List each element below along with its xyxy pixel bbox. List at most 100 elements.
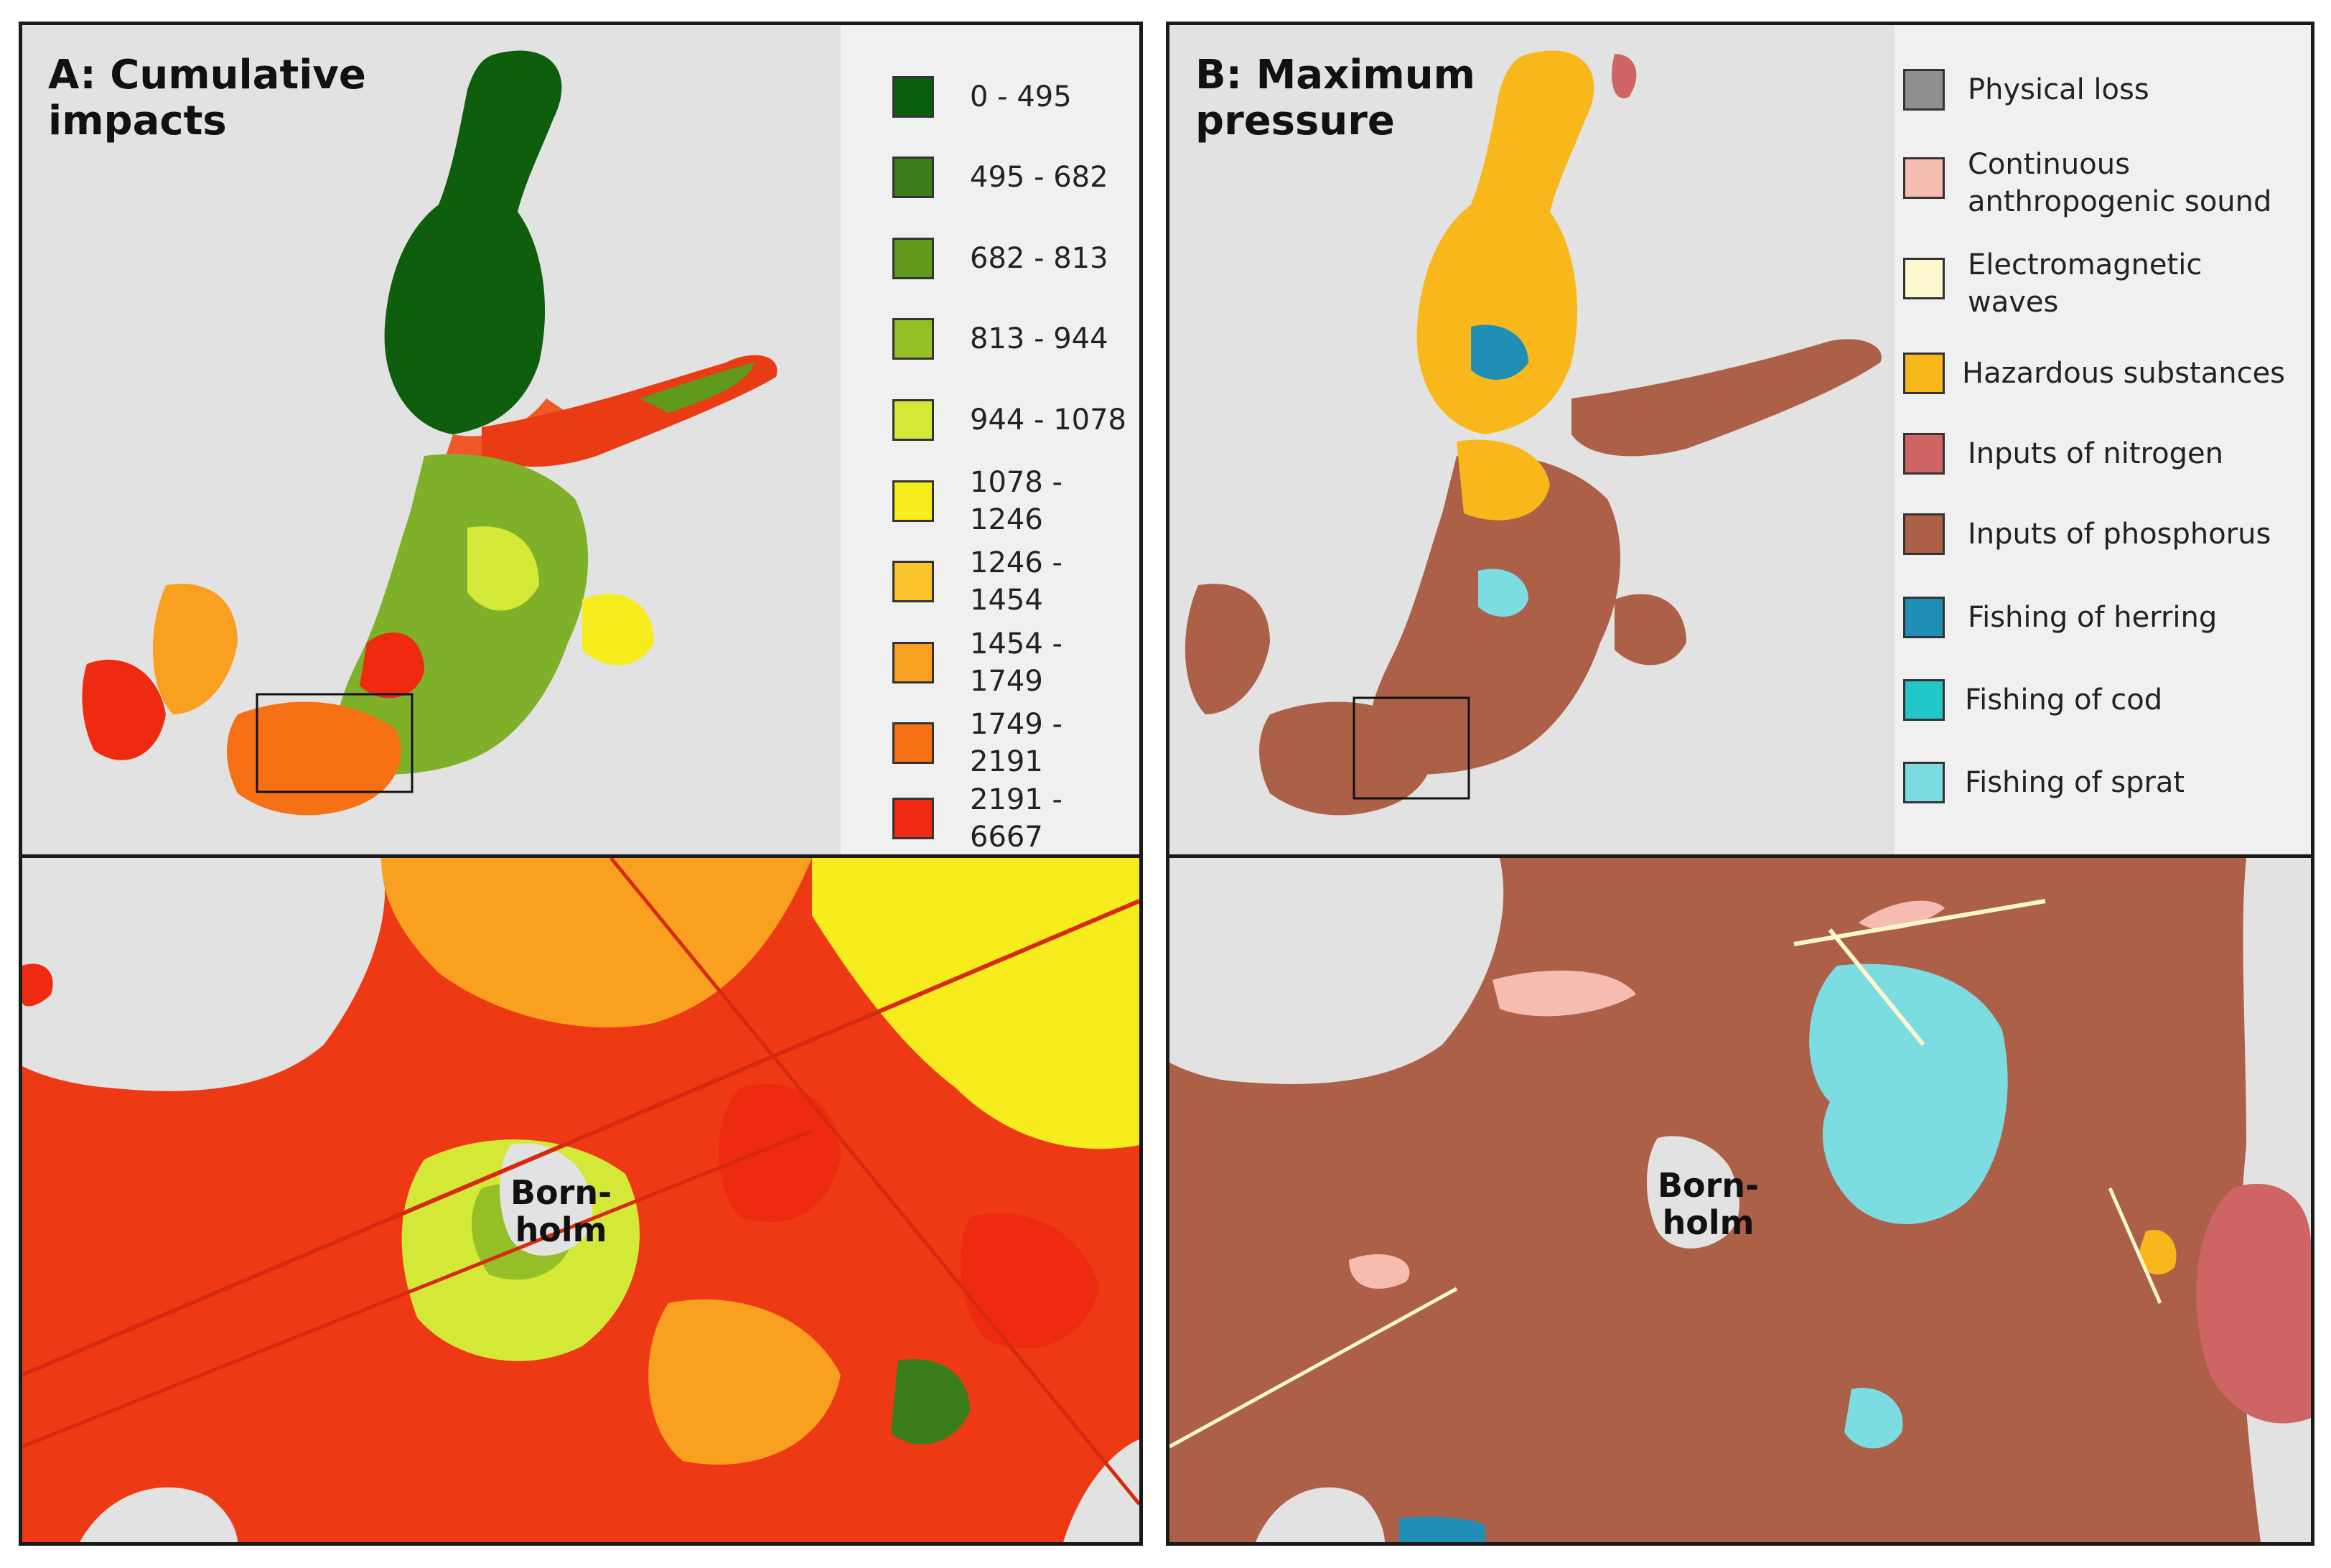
panel-b-legend-item: Continuous anthropogenic sound xyxy=(1895,133,2311,233)
inset-hotspot-1 xyxy=(719,1083,841,1223)
legend-swatch xyxy=(892,399,934,441)
panel-b-legend-item: Fishing of cod xyxy=(1895,661,2311,739)
inset-locator-box xyxy=(256,693,414,793)
legend-swatch xyxy=(1903,513,1945,555)
panel-a-legend-item: 1749 - 2191 xyxy=(841,704,1139,783)
sea-central-hotspots xyxy=(360,632,424,699)
sea-gulf-finland-green xyxy=(640,363,755,413)
panel-b-overview: B: Maximum pressure Physical loss Contin… xyxy=(1166,22,2314,858)
legend-swatch xyxy=(892,238,934,279)
panel-a-legend-item: 813 - 944 xyxy=(841,299,1139,378)
legend-swatch xyxy=(1903,597,1945,638)
panel-a-inset-map xyxy=(22,858,1139,1542)
panel-b-overview-map xyxy=(1185,50,1882,816)
b-inset-sound-2 xyxy=(1859,900,1945,930)
legend-label: Inputs of phosphorus xyxy=(1968,518,2271,551)
panel-b-legend-item: Electromagnetic waves xyxy=(1895,233,2311,334)
b-inset-sprat-south xyxy=(1844,1388,1903,1449)
b-inset-sprat-main xyxy=(1809,963,2008,1224)
inset-land-north xyxy=(22,858,386,1091)
b-inset-hazard-east xyxy=(2139,1230,2177,1275)
sea-central-yellow xyxy=(467,526,539,611)
panel-a-overview-map xyxy=(82,50,777,816)
b-sea-northern-basin xyxy=(1416,50,1594,434)
panel-a-legend-item: 944 - 1078 xyxy=(841,381,1139,459)
inset-orange-south xyxy=(648,1299,841,1465)
b-inset-land-north xyxy=(1169,858,1504,1084)
inset-land-southeast xyxy=(1063,1439,1139,1542)
b-sea-kattegat xyxy=(1185,584,1270,714)
inset-land-west-fringe xyxy=(22,963,53,1007)
panel-b-legend-item: Physical loss xyxy=(1895,50,2311,129)
bornholm-label-b: Born- holm xyxy=(1658,1166,1760,1242)
b-cable-line xyxy=(1828,928,1925,1046)
panel-b-title: B: Maximum pressure xyxy=(1195,52,1475,144)
panel-b-legend-item: Fishing of herring xyxy=(1895,578,2311,657)
b-inset-nitrogen-east xyxy=(2196,1183,2311,1424)
legend-label: Electromagnetic waves xyxy=(1968,248,2202,319)
b-cable-line xyxy=(2108,1187,2162,1305)
panel-b-legend-item: Hazardous substances xyxy=(1895,334,2311,413)
b-inset-sound-1 xyxy=(1493,970,1636,1017)
legend-swatch xyxy=(1903,433,1945,475)
legend-swatch xyxy=(892,76,934,118)
bornholm-label-a: Born- holm xyxy=(510,1173,612,1249)
b-inset-sound-3 xyxy=(1349,1254,1410,1289)
panel-b-inset-map xyxy=(1169,858,2311,1542)
panel-b-legend: Physical loss Continuous anthropogenic s… xyxy=(1895,25,2311,854)
legend-swatch xyxy=(1903,69,1945,111)
legend-swatch xyxy=(892,642,934,683)
legend-swatch xyxy=(1903,258,1945,299)
b-sea-gulf-riga xyxy=(1615,594,1686,666)
b-sea-gulf-finland xyxy=(1571,339,1882,457)
legend-swatch xyxy=(892,798,934,839)
legend-label: Physical loss xyxy=(1968,73,2149,106)
b-sea-nitrogen-north xyxy=(1612,54,1637,98)
panel-a-overview: A: Cumulative impacts 0 - 495 495 - 682 … xyxy=(19,22,1143,858)
sea-kattegat xyxy=(152,584,238,714)
inset-yellow-east xyxy=(812,858,1139,1149)
panel-a-legend-item: 495 - 682 xyxy=(841,138,1139,217)
legend-label: 813 - 944 xyxy=(970,322,1108,355)
panel-a-legend-item: 1078 - 1246 xyxy=(841,462,1139,541)
panel-b-legend-item: Inputs of nitrogen xyxy=(1895,414,2311,493)
panel-a-legend: 0 - 495 495 - 682 682 - 813 813 - 944 94… xyxy=(841,25,1139,854)
b-inset-locator-box xyxy=(1353,696,1470,800)
panel-a-inset: Born- holm xyxy=(19,854,1143,1546)
legend-label: 495 - 682 xyxy=(970,161,1108,194)
legend-label: Fishing of sprat xyxy=(1965,766,2185,799)
legend-label: 1749 - 2191 xyxy=(970,708,1062,778)
legend-label: Inputs of nitrogen xyxy=(1968,437,2223,470)
legend-swatch xyxy=(892,157,934,198)
legend-swatch xyxy=(1903,762,1945,803)
inset-green-south xyxy=(891,1359,970,1445)
panel-b-inset: Born- holm xyxy=(1166,854,2314,1546)
panel-a-legend-item: 682 - 813 xyxy=(841,219,1139,298)
shipping-lane xyxy=(22,899,1139,1377)
b-inset-land-south xyxy=(1256,1487,1385,1542)
b-sea-central-hazardous xyxy=(1457,439,1550,521)
sea-northern-basin xyxy=(384,50,562,434)
panel-a-title: A: Cumulative impacts xyxy=(48,52,366,144)
inset-orange-band xyxy=(381,858,812,1028)
legend-label: 682 - 813 xyxy=(970,242,1108,275)
b-inset-herring-south xyxy=(1399,1516,1485,1542)
b-sea-southern xyxy=(1259,701,1434,816)
panel-a-legend-item: 0 - 495 xyxy=(841,57,1139,136)
legend-label: Hazardous substances xyxy=(1962,357,2286,390)
panel-a-legend-item: 1246 - 1454 xyxy=(841,542,1139,621)
legend-label: Fishing of herring xyxy=(1968,601,2218,634)
panel-b-legend-item: Inputs of phosphorus xyxy=(1895,495,2311,574)
shipping-lane xyxy=(22,1129,813,1449)
legend-label: 1078 - 1246 xyxy=(970,466,1062,536)
legend-swatch xyxy=(1903,679,1945,721)
inset-land-south xyxy=(80,1487,238,1542)
b-cable-line xyxy=(1169,1287,1458,1449)
bornholm-island-b xyxy=(1647,1136,1739,1249)
legend-swatch xyxy=(892,318,934,360)
panel-b-legend-item: Fishing of sprat xyxy=(1895,743,2311,822)
legend-swatch xyxy=(1903,353,1945,394)
b-sea-central-sprat xyxy=(1478,569,1528,617)
legend-swatch xyxy=(892,480,934,522)
legend-label: 1246 - 1454 xyxy=(970,546,1062,617)
